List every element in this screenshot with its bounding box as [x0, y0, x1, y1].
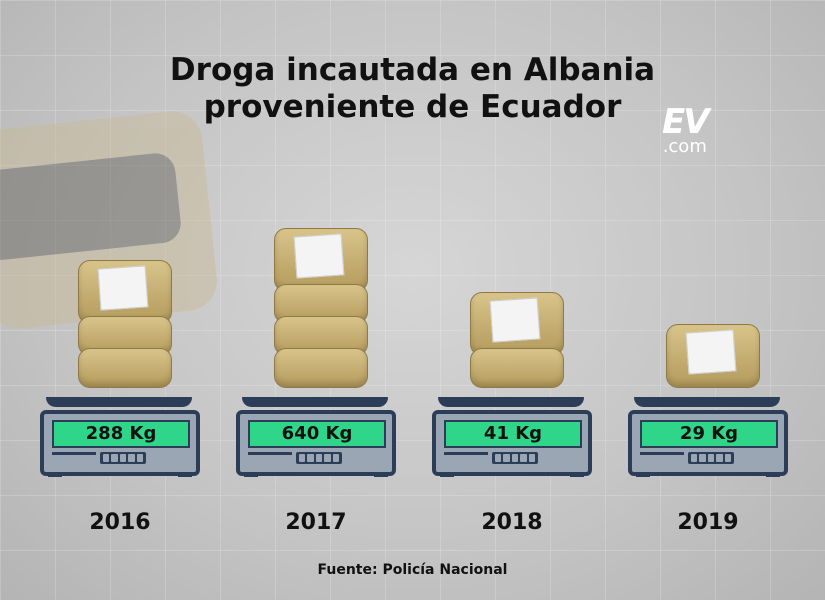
bale: [274, 348, 368, 388]
scale-foot: [48, 472, 62, 477]
bale: [470, 348, 564, 388]
scale-buttons: [296, 452, 342, 464]
bale-stack: [666, 324, 760, 388]
scale-body: 41 Kg: [432, 410, 592, 476]
title-line-1: Droga incautada en Albania: [169, 52, 656, 88]
scale-pan: [242, 397, 388, 407]
scale-pan: [438, 397, 584, 407]
scale-body: 29 Kg: [628, 410, 788, 476]
title-line-2: proveniente de Ecuador: [203, 89, 622, 125]
bale-label: [97, 265, 149, 311]
bale-label: [293, 233, 345, 279]
scale-slot: [640, 452, 684, 455]
bale: [78, 260, 172, 324]
bale: [470, 292, 564, 356]
value-label: 640 Kg: [248, 420, 386, 448]
bale: [78, 348, 172, 388]
bale-label: [489, 297, 541, 343]
bar-group-2019: 29 Kg 2019: [628, 0, 788, 600]
bale-label: [685, 329, 737, 375]
bar-group-2017: 640 Kg 2017: [236, 0, 396, 600]
chart-title: Droga incautada en Albania proveniente d…: [0, 52, 825, 126]
scale-pan: [634, 397, 780, 407]
source-note: Fuente: Policía Nacional: [317, 562, 508, 578]
scale-buttons: [492, 452, 538, 464]
scale-foot: [374, 472, 388, 477]
scale-body: 640 Kg: [236, 410, 396, 476]
ecuavisa-logo: EV .com: [662, 102, 710, 157]
bar-group-2016: 288 Kg 2016: [40, 0, 200, 600]
category-label: 2018: [481, 510, 543, 535]
value-label: 29 Kg: [640, 420, 778, 448]
logo-suffix: .com: [662, 136, 707, 157]
scale-pan: [46, 397, 192, 407]
scale-foot: [766, 472, 780, 477]
value-label: 288 Kg: [52, 420, 190, 448]
scale-foot: [244, 472, 258, 477]
scale-foot: [636, 472, 650, 477]
value-label: 41 Kg: [444, 420, 582, 448]
bar-group-2018: 41 Kg 2018: [432, 0, 592, 600]
bale: [666, 324, 760, 388]
category-label: 2016: [89, 510, 151, 535]
scale-slot: [248, 452, 292, 455]
bale-stack: [470, 292, 564, 388]
scale-foot: [440, 472, 454, 477]
category-label: 2017: [285, 510, 347, 535]
bale: [274, 228, 368, 292]
scale-slot: [52, 452, 96, 455]
bale-stack: [78, 260, 172, 388]
scale-buttons: [688, 452, 734, 464]
category-label: 2019: [677, 510, 739, 535]
scale-body: 288 Kg: [40, 410, 200, 476]
scale-foot: [178, 472, 192, 477]
scale-foot: [570, 472, 584, 477]
scale-buttons: [100, 452, 146, 464]
scale-slot: [444, 452, 488, 455]
bale-stack: [274, 228, 368, 388]
logo-mark: EV: [662, 102, 710, 142]
